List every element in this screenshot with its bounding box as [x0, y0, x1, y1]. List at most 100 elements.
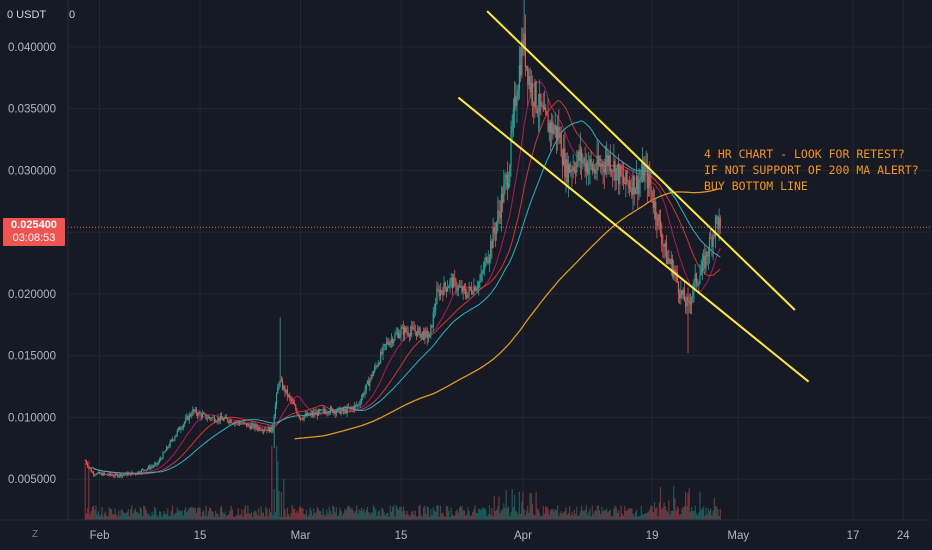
volume-bar: [631, 508, 633, 520]
volume-bar: [569, 505, 571, 520]
candle-body: [108, 473, 110, 476]
volume-bar: [387, 512, 389, 520]
volume-bar: [606, 508, 608, 520]
candle-body: [293, 403, 296, 406]
volume-bar: [533, 514, 535, 520]
volume-bar: [591, 505, 593, 520]
volume-bar: [509, 516, 511, 520]
volume-bar: [382, 508, 384, 520]
volume-bar: [242, 516, 244, 520]
candle-body: [590, 158, 592, 164]
candle-body: [158, 459, 160, 463]
candle-body: [336, 408, 339, 412]
scale-mode-button[interactable]: Z: [31, 529, 39, 540]
volume-bar: [134, 508, 137, 520]
candle-body: [207, 416, 210, 419]
volume-bar: [228, 514, 230, 520]
volume-bar: [182, 515, 184, 520]
candle-body: [533, 102, 535, 107]
price-axis[interactable]: 0.040000 0.035000 0.030000 0.020000 0.015000…: [0, 0, 69, 550]
candle-body: [223, 418, 225, 421]
volume-bar: [244, 505, 247, 520]
volume-bar: [417, 516, 419, 520]
candle-body: [621, 175, 623, 176]
candle-body: [443, 282, 445, 295]
candle-body: [523, 33, 525, 50]
candle-body: [610, 171, 613, 172]
candle-body: [700, 270, 702, 276]
candle-body: [711, 237, 713, 247]
candle-body: [162, 452, 164, 459]
volume-bar: [372, 505, 375, 520]
volume-bar: [148, 513, 150, 520]
volume-bar: [712, 510, 714, 520]
volume-bar: [553, 511, 555, 520]
volume-bar: [704, 516, 706, 520]
volume-bar: [354, 510, 357, 520]
volume-bar: [421, 516, 424, 520]
candle-body: [191, 415, 193, 416]
volume-bar: [338, 514, 340, 520]
volume-bar: [502, 509, 504, 520]
candle-body: [384, 344, 387, 346]
candle-body: [302, 419, 304, 420]
candle-body: [380, 351, 382, 364]
candle-body: [96, 473, 98, 475]
candle-body: [279, 380, 281, 384]
volume-bar: [680, 513, 682, 520]
volume-bar: [346, 507, 348, 520]
candle-body: [466, 295, 468, 298]
chart-annotation[interactable]: 4 HR CHART - LOOK FOR RETEST? IF NOT SUP…: [704, 146, 919, 194]
candle-body: [686, 296, 688, 307]
candle-body: [646, 165, 648, 189]
volume-bar: [407, 514, 409, 520]
candle-body: [157, 462, 159, 465]
candle-body: [340, 410, 342, 414]
volume-bar: [429, 516, 431, 520]
trendlines[interactable]: [457, 10, 810, 383]
candle-body: [236, 421, 238, 423]
volume-bar: [102, 516, 104, 520]
candle-body: [103, 473, 105, 475]
candle-body: [583, 158, 585, 161]
volume-bar: [217, 513, 219, 520]
time-axis[interactable]: Feb 15 Mar 15 Apr 19 May 17 24: [0, 519, 932, 550]
volume-bar: [698, 512, 700, 520]
candle-body: [395, 333, 397, 335]
volume-bar: [638, 516, 640, 520]
candle-body: [206, 418, 208, 420]
candle-body: [137, 471, 139, 474]
candle-body: [481, 271, 483, 274]
candle-body: [627, 181, 629, 184]
volume-bar: [197, 508, 199, 520]
volume-bar: [441, 513, 443, 520]
candle-body: [513, 95, 516, 109]
volume-bar: [517, 514, 519, 520]
volume-bar: [121, 509, 123, 520]
candle-body: [225, 416, 227, 419]
volume-bar: [522, 492, 524, 520]
candle-body: [401, 327, 403, 329]
volume-bar: [455, 511, 457, 520]
candle-body: [696, 283, 699, 285]
volume-bar: [482, 508, 485, 520]
volume-bar: [169, 515, 171, 520]
volume-bar: [348, 506, 351, 520]
volume-bar: [586, 514, 589, 520]
volume-bar: [519, 513, 522, 520]
volume-bar: [211, 511, 213, 520]
volume-bar: [479, 509, 481, 520]
volume-bar: [168, 516, 170, 520]
candle-body: [238, 422, 241, 425]
candle-body: [592, 168, 595, 171]
volume-bar: [109, 508, 111, 520]
volume-bar: [705, 507, 707, 520]
volume-bar: [297, 512, 299, 520]
volume-bar: [212, 511, 214, 520]
volume-bar: [655, 508, 657, 520]
volume-bar: [388, 516, 390, 520]
volume-bar: [301, 508, 303, 520]
candle-body: [199, 412, 201, 414]
candle-body: [478, 282, 480, 288]
